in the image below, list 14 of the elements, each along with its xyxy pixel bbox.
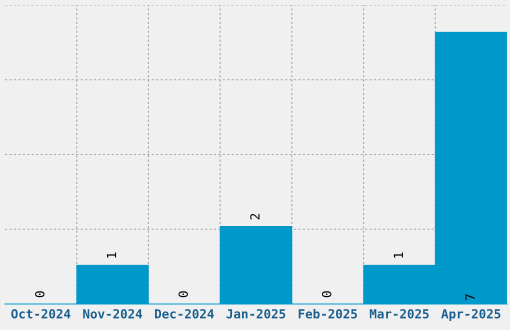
data-label: 0 xyxy=(35,291,45,298)
x-tick-label: Oct-2024 xyxy=(11,309,70,319)
data-label: 0 xyxy=(322,291,332,298)
x-tick-label: Apr-2025 xyxy=(441,309,500,321)
x-tick-label: Feb-2025 xyxy=(298,308,357,319)
x-tick-label: Dec-2024 xyxy=(155,309,214,319)
data-label: 1 xyxy=(106,252,116,258)
data-label: 2 xyxy=(250,214,260,220)
x-tick-label: Jan-2025 xyxy=(226,309,286,319)
data-label: 0 xyxy=(178,291,188,298)
data-label: 7 xyxy=(466,294,475,300)
x-tick-label: Nov-2024 xyxy=(83,309,142,319)
x-tick-label: Mar-2025 xyxy=(370,309,429,319)
data-label: 1 xyxy=(394,252,403,258)
